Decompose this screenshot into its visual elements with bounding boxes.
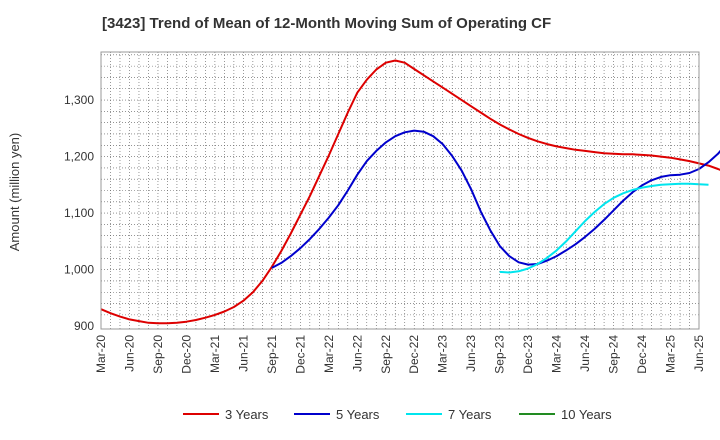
y-axis-label: Amount (million yen) — [7, 133, 22, 252]
legend: 3 Years 5 Years 7 Years 10 Years — [183, 407, 612, 422]
x-tick-label: Mar-20 — [94, 335, 108, 373]
x-tick-label: Dec-20 — [179, 335, 193, 374]
x-tick-label: Sep-21 — [265, 335, 279, 374]
x-tick-label: Mar-24 — [550, 335, 564, 373]
series-line-7-years — [499, 182, 709, 274]
x-tick-label: Jun-22 — [350, 335, 364, 372]
y-tick-label: 900 — [74, 319, 94, 333]
series-line-3-years — [100, 59, 720, 325]
legend-label: 3 Years — [225, 407, 269, 422]
x-tick-label: Jun-24 — [578, 335, 592, 372]
x-tick-label: Sep-22 — [379, 335, 393, 374]
y-tick-label: 1,200 — [64, 150, 94, 164]
x-tick-label: Mar-23 — [436, 335, 450, 373]
y-ticks: 900 1,000 1,100 1,200 1,300 — [64, 93, 94, 333]
x-tick-label: Sep-20 — [151, 335, 165, 374]
grid — [101, 52, 699, 329]
x-tick-label: Jun-25 — [692, 335, 706, 372]
x-tick-label: Mar-22 — [322, 335, 336, 373]
x-tick-label: Jun-23 — [464, 335, 478, 372]
series-layer — [100, 59, 720, 325]
x-tick-label: Dec-22 — [407, 335, 421, 374]
legend-label: 7 Years — [448, 407, 492, 422]
legend-label: 5 Years — [336, 407, 380, 422]
x-tick-label: Jun-20 — [122, 335, 136, 372]
x-tick-label: Jun-21 — [236, 335, 250, 372]
x-tick-label: Dec-23 — [521, 335, 535, 374]
x-tick-label: Sep-23 — [493, 335, 507, 374]
chart-title: [3423] Trend of Mean of 12-Month Moving … — [102, 15, 551, 32]
y-tick-label: 1,100 — [64, 206, 94, 220]
x-tick-label: Mar-25 — [664, 335, 678, 373]
x-tick-label: Dec-21 — [293, 335, 307, 374]
y-tick-label: 1,300 — [64, 93, 94, 107]
x-ticks: Mar-20 Jun-20 Sep-20 Dec-20 Mar-21 Jun-21 Sep-… — [94, 335, 706, 374]
series-line-5-years — [271, 129, 720, 269]
plot-frame — [100, 51, 700, 330]
x-tick-label: Sep-24 — [607, 335, 621, 374]
x-tick-label: Mar-21 — [208, 335, 222, 373]
y-tick-label: 1,000 — [64, 263, 94, 277]
x-tick-label: Dec-24 — [635, 335, 649, 374]
legend-label: 10 Years — [561, 407, 612, 422]
